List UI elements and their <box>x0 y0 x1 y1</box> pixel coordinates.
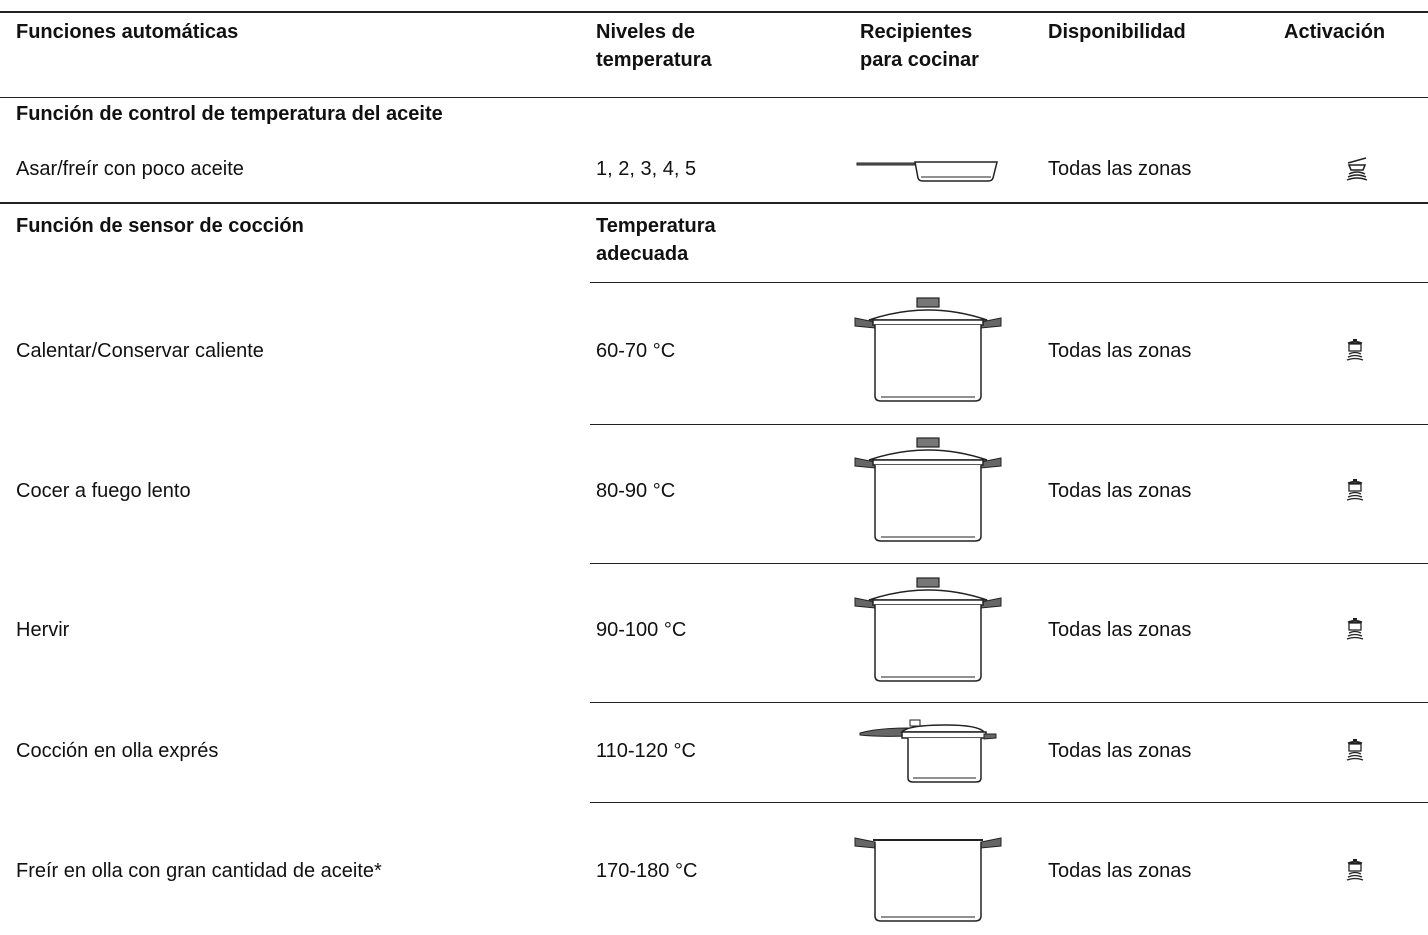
level: 80-90 °C <box>596 480 676 502</box>
pan-icon <box>856 161 998 182</box>
subheader: Temperatura adecuada <box>596 215 716 265</box>
row-rule <box>590 282 1428 283</box>
function-name: Asar/freír con poco aceite <box>16 158 244 180</box>
activation-icon <box>1346 157 1368 181</box>
activation-icon <box>1346 338 1364 361</box>
availability: Todas las zonas <box>1048 860 1192 882</box>
pot-icon <box>854 577 1002 682</box>
activation-icon <box>1346 617 1364 640</box>
row-rule <box>590 563 1428 564</box>
availability: Todas las zonas <box>1048 619 1192 641</box>
row-rule <box>590 802 1428 803</box>
activation-icon <box>1346 738 1364 761</box>
level: 110-120 °C <box>596 740 696 762</box>
function-name: Hervir <box>16 619 70 641</box>
availability: Todas las zonas <box>1048 480 1192 502</box>
column-header: Activación <box>1284 21 1386 43</box>
pot-icon <box>854 837 1002 922</box>
row-rule <box>590 424 1428 425</box>
row-rule <box>590 702 1428 703</box>
section-title: Función de control de temperatura del ac… <box>16 103 443 125</box>
pot-icon <box>854 297 1002 402</box>
availability: Todas las zonas <box>1048 340 1192 362</box>
activation-icon <box>1346 478 1364 501</box>
column-header: Recipientes para cocinar <box>860 21 979 71</box>
top-rule <box>0 11 1428 13</box>
pot-icon <box>854 437 1002 542</box>
column-header: Disponibilidad <box>1048 21 1186 43</box>
pressure-cooker-icon <box>859 719 997 783</box>
level: 60-70 °C <box>596 340 676 362</box>
level: 1, 2, 3, 4, 5 <box>596 158 697 180</box>
column-header: Niveles de temperatura <box>596 21 712 71</box>
level: 170-180 °C <box>596 860 698 882</box>
header-rule <box>0 97 1428 98</box>
function-name: Cocer a fuego lento <box>16 480 191 502</box>
column-header: Funciones automáticas <box>16 21 239 43</box>
section-rule <box>0 202 1428 204</box>
section-title: Función de sensor de cocción <box>16 215 304 237</box>
availability: Todas las zonas <box>1048 158 1192 180</box>
availability: Todas las zonas <box>1048 740 1192 762</box>
level: 90-100 °C <box>596 619 687 641</box>
function-name: Freír en olla con gran cantidad de aceit… <box>16 860 382 882</box>
activation-icon <box>1346 858 1364 881</box>
function-name: Cocción en olla exprés <box>16 740 219 762</box>
function-name: Calentar/Conservar caliente <box>16 340 264 362</box>
